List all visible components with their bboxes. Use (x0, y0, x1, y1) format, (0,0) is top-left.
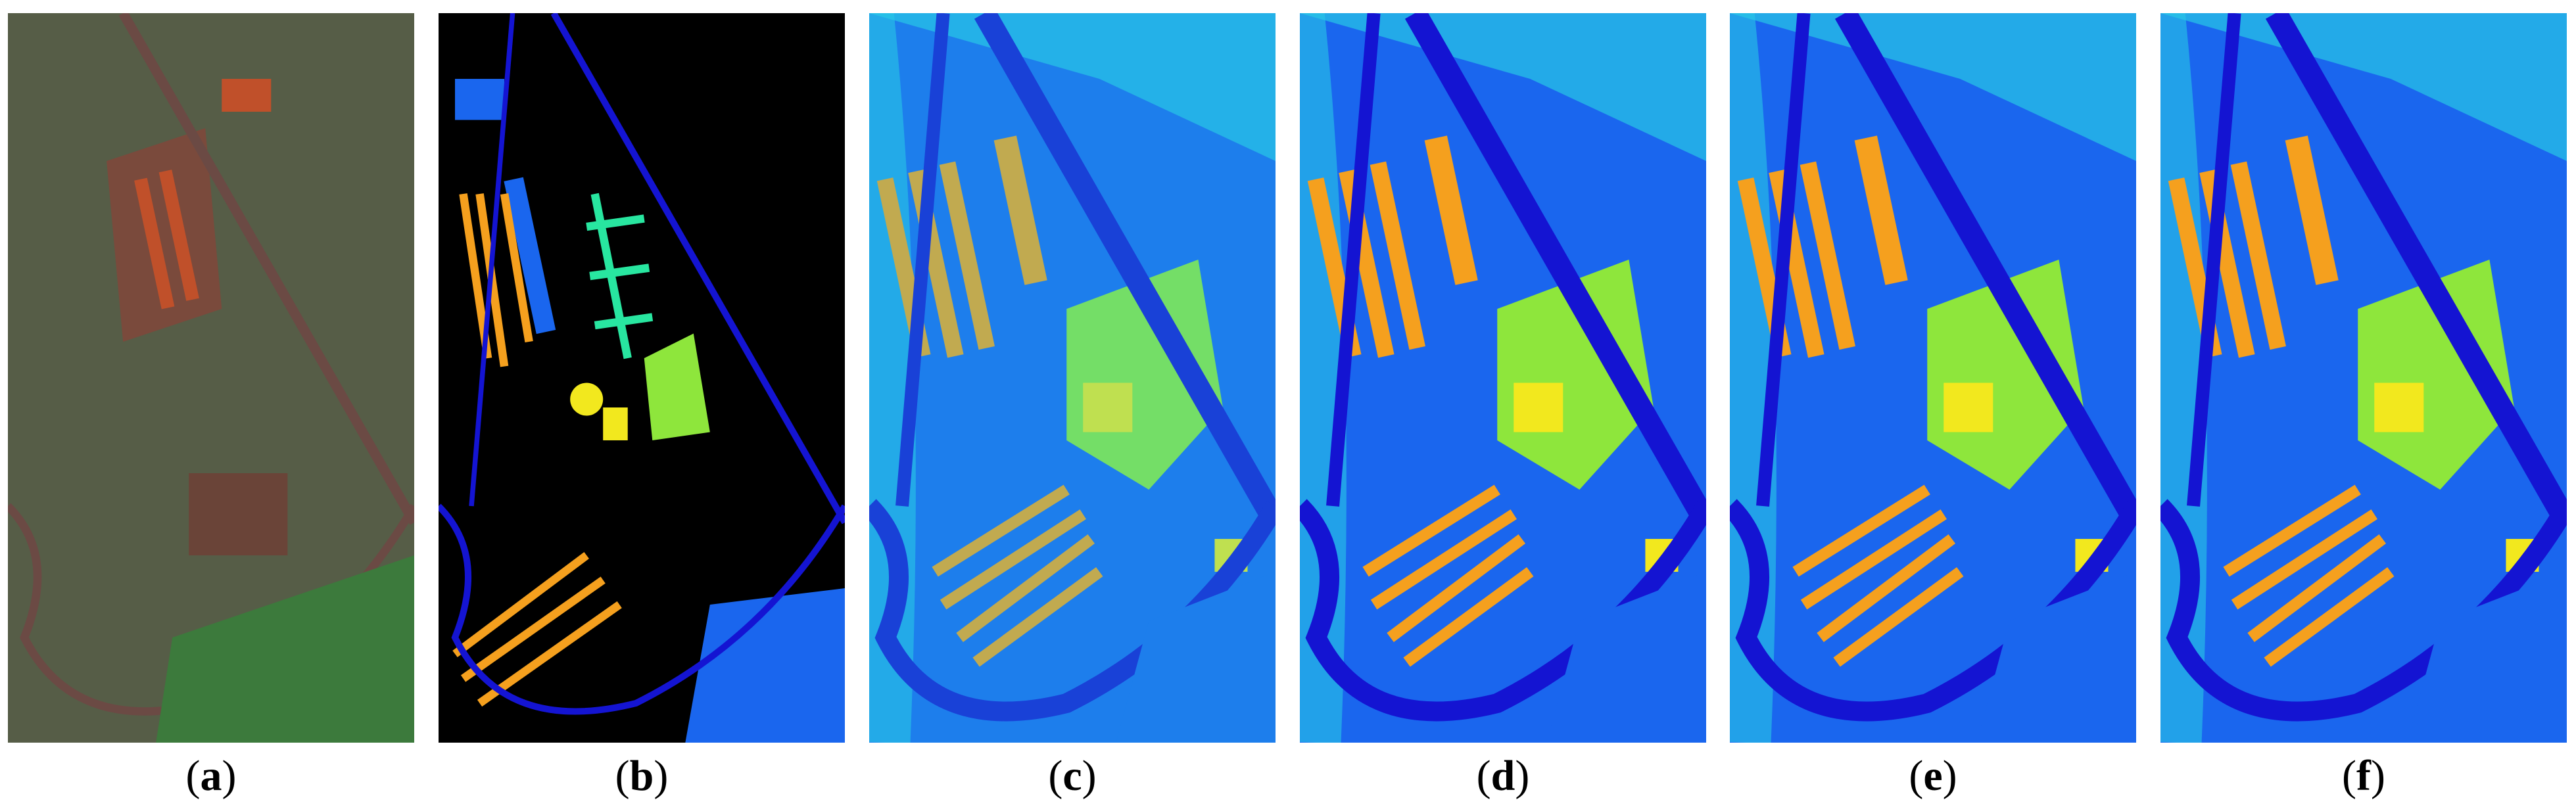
panel-label: (c) (1048, 752, 1096, 800)
classification-map (869, 13, 1276, 743)
classification-map (1730, 13, 2136, 743)
rgb-image (8, 13, 414, 743)
panel-label: (e) (1909, 752, 1957, 800)
panel-label: (a) (186, 752, 237, 800)
panel-label: (d) (1477, 752, 1530, 800)
panel-label: (f) (2342, 752, 2385, 800)
panel-label: (b) (615, 752, 669, 800)
classification-map (2160, 13, 2567, 743)
classification-map (1300, 13, 1706, 743)
ground-truth (439, 13, 845, 743)
